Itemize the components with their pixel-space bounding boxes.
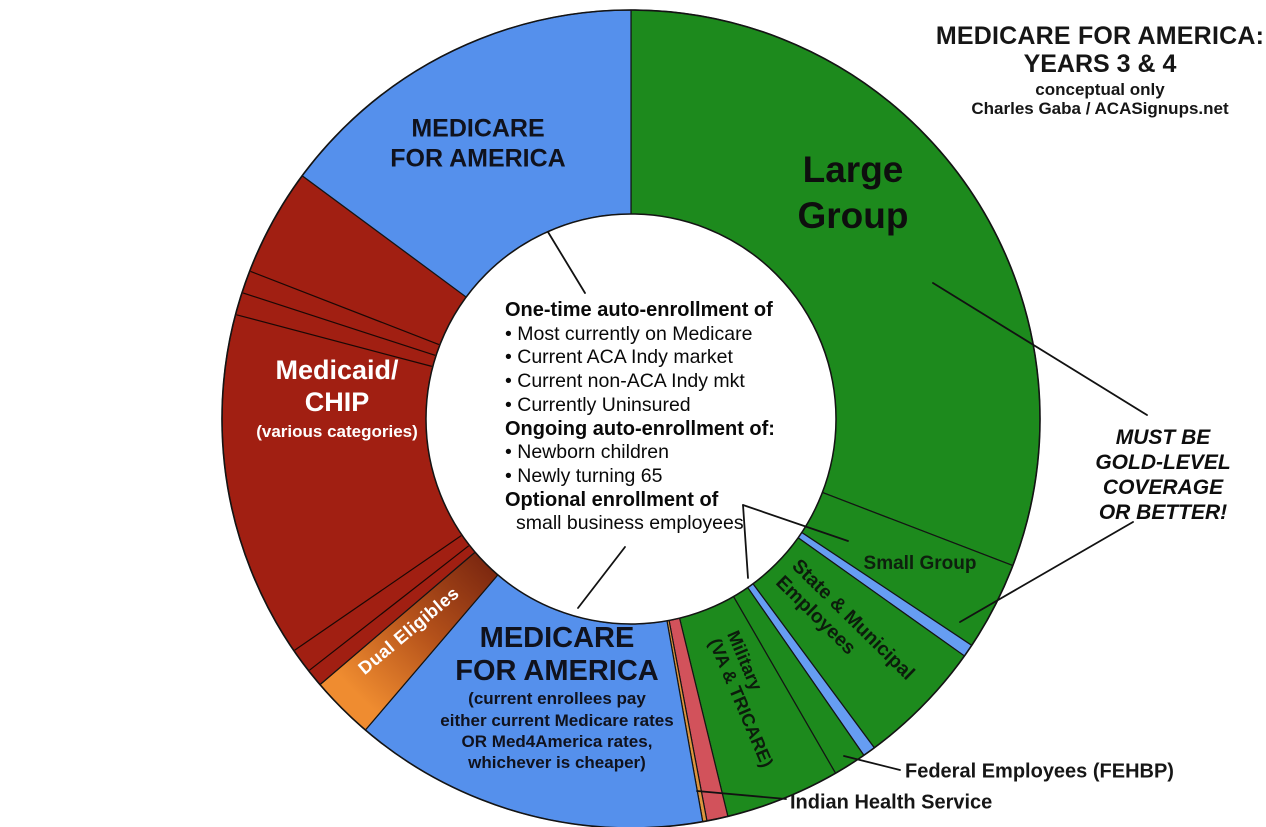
segment-label-mfa-bottom: MEDICARE FOR AMERICA (current enrollees … <box>440 622 674 773</box>
segment-label-federal-employees: Federal Employees (FEHBP) <box>905 760 1174 783</box>
center-heading-ongoing: Ongoing auto-enrollment of: <box>505 417 775 440</box>
center-bullet: • Newborn children <box>505 441 669 464</box>
chart-title: MEDICARE FOR AMERICA: <box>935 22 1265 50</box>
callout-line-federal-callout <box>843 755 901 771</box>
callout-line-mustbe-lower <box>959 521 1134 623</box>
chart-subtitle: YEARS 3 & 4 <box>1023 50 1177 78</box>
center-bullet: • Current non-ACA Indy mkt <box>505 370 745 393</box>
center-bullet: • Newly turning 65 <box>505 464 663 487</box>
center-enrollment-text: One-time auto-enrollment of • Most curre… <box>505 299 805 536</box>
category-divider-line <box>250 270 440 346</box>
chart-attribution: Charles Gaba / ACASignups.net <box>971 99 1229 119</box>
callout-line-center-sliver2 <box>742 504 749 579</box>
callout-line-indian-callout <box>696 790 787 800</box>
donut-outline <box>221 9 1041 827</box>
category-divider-line <box>309 545 470 671</box>
center-heading-onetime: One-time auto-enrollment of <box>505 299 773 321</box>
center-bullet: • Most currently on Medicare <box>505 322 753 345</box>
center-bullet: • Currently Uninsured <box>505 393 691 416</box>
category-divider-line <box>294 535 462 651</box>
center-bullet: • Current ACA Indy market <box>505 346 733 369</box>
chart-note: conceptual only <box>1035 80 1165 99</box>
callout-line-center-sliver1 <box>742 504 849 542</box>
segment-label-small-group: Small Group <box>863 553 977 574</box>
gold-level-annotation: MUST BE GOLD-LEVEL COVERAGE OR BETTER! <box>1095 426 1231 524</box>
callout-line-center-bottom-left <box>577 546 626 609</box>
segment-label-large-group: Large Group <box>797 149 909 236</box>
callout-line-center-top <box>547 231 586 294</box>
center-heading-optional: Optional enrollment of <box>505 488 719 511</box>
segment-label-medicaid-chip: Medicaid/ CHIP (various categories) <box>256 354 418 441</box>
segment-label-indian-health: Indian Health Service <box>790 791 993 814</box>
chart-title-block: MEDICARE FOR AMERICA: YEARS 3 & 4 concep… <box>926 22 1266 118</box>
center-bullet: small business employees <box>516 512 744 535</box>
category-divider-line <box>236 314 432 367</box>
segment-label-mfa-top: MEDICARE FOR AMERICA <box>390 114 566 173</box>
donut-hole <box>425 213 837 625</box>
callout-line-mustbe-upper <box>932 282 1148 416</box>
category-divider-line <box>242 292 436 356</box>
